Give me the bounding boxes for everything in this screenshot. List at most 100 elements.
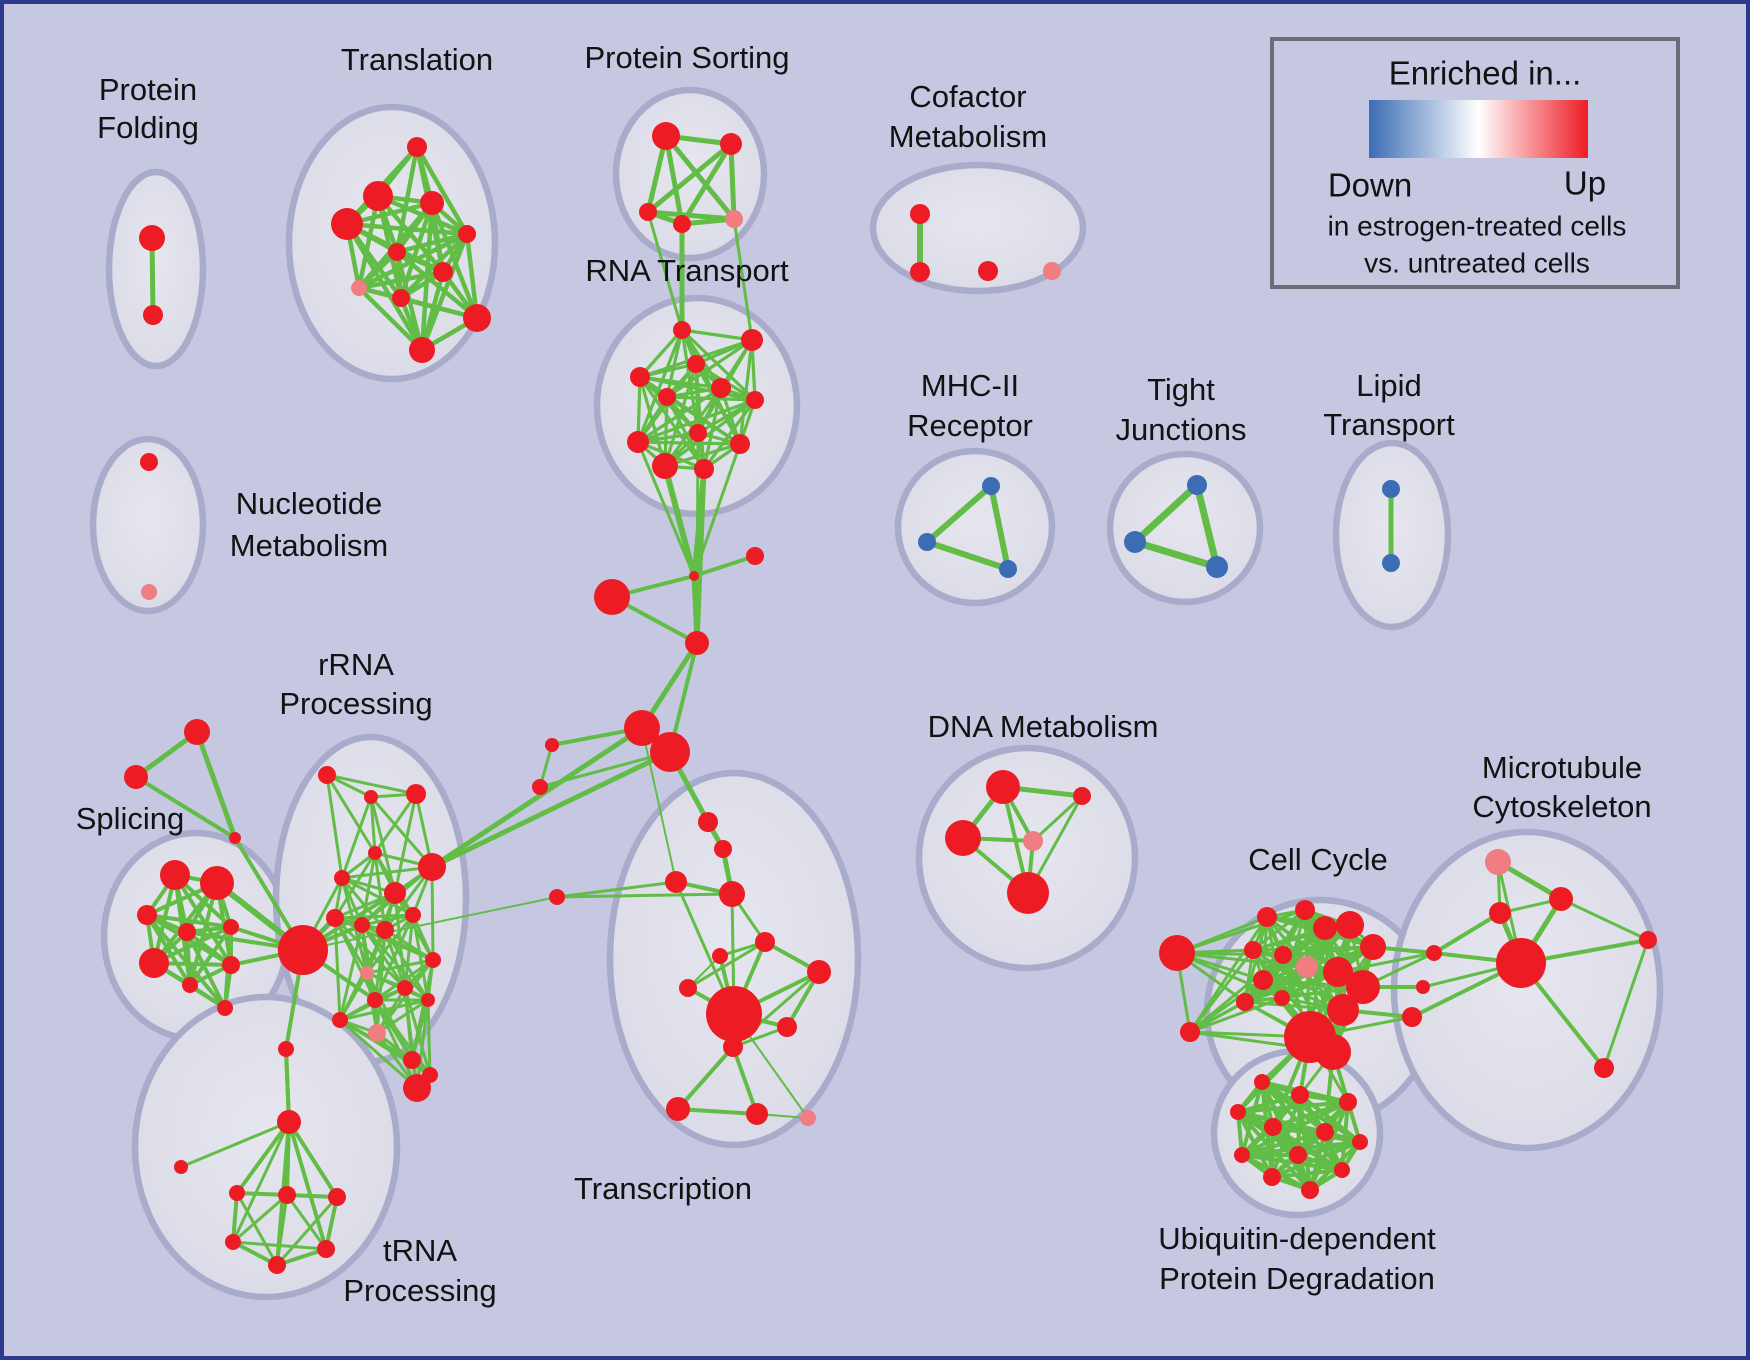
network-node-cell-cycle-15[interactable] — [1180, 1022, 1200, 1042]
network-node-rrna-processing-8[interactable] — [354, 917, 370, 933]
network-node-rrna-processing-17[interactable] — [368, 1024, 386, 1042]
network-node-splicing-6[interactable] — [182, 977, 198, 993]
network-node-splicing-8[interactable] — [217, 1000, 233, 1016]
network-node-transcription-2[interactable] — [665, 871, 687, 893]
network-node-translation-9[interactable] — [463, 304, 491, 332]
network-node-central-chain-5[interactable] — [650, 732, 690, 772]
network-node-rna-transport-6[interactable] — [746, 391, 764, 409]
network-node-rna-transport-0[interactable] — [673, 321, 691, 339]
network-node-rrna-processing-7[interactable] — [326, 909, 344, 927]
network-node-cofactor-metabolism-2[interactable] — [978, 261, 998, 281]
network-node-transcription-11[interactable] — [723, 1037, 743, 1057]
network-node-mhc-ii-receptor-2[interactable] — [999, 560, 1017, 578]
network-node-transcription-0[interactable] — [698, 812, 718, 832]
network-node-rrna-processing-10[interactable] — [405, 907, 421, 923]
network-node-trna-processing-6[interactable] — [225, 1234, 241, 1250]
network-node-cell-cycle-13[interactable] — [1274, 990, 1290, 1006]
network-node-cofactor-metabolism-1[interactable] — [910, 262, 930, 282]
network-node-dna-metabolism-3[interactable] — [1023, 831, 1043, 851]
network-node-cell-cycle-7[interactable] — [1274, 946, 1292, 964]
network-node-microtubule-cytoskeleton-3[interactable] — [1496, 938, 1546, 988]
network-node-nucleotide-metabolism-1[interactable] — [141, 584, 157, 600]
network-node-cofactor-metabolism-3[interactable] — [1043, 262, 1061, 280]
network-node-ubiquitin-degradation-10[interactable] — [1263, 1168, 1281, 1186]
network-node-ubiquitin-degradation-1[interactable] — [1291, 1086, 1309, 1104]
network-node-trna-processing-3[interactable] — [229, 1185, 245, 1201]
network-node-splicing-5[interactable] — [139, 948, 169, 978]
network-node-transcription-7[interactable] — [807, 960, 831, 984]
network-node-transcription-1[interactable] — [714, 840, 732, 858]
network-node-cell-cycle-9[interactable] — [1253, 970, 1273, 990]
network-node-microtubule-cytoskeleton-8[interactable] — [1594, 1058, 1614, 1078]
network-node-protein-sorting-2[interactable] — [639, 203, 657, 221]
network-node-translation-4[interactable] — [458, 225, 476, 243]
network-node-trna-processing-1[interactable] — [277, 1110, 301, 1134]
network-node-dna-metabolism-0[interactable] — [986, 770, 1020, 804]
network-node-rrna-processing-3[interactable] — [368, 846, 382, 860]
network-node-trna-processing-7[interactable] — [268, 1256, 286, 1274]
network-node-rrna-processing-1[interactable] — [364, 790, 378, 804]
network-node-lipid-transport-1[interactable] — [1382, 554, 1400, 572]
network-node-rna-transport-8[interactable] — [627, 431, 649, 453]
network-node-ubiquitin-degradation-7[interactable] — [1234, 1147, 1250, 1163]
network-node-cell-cycle-10[interactable] — [1323, 957, 1353, 987]
network-node-rrna-processing-20[interactable] — [403, 1074, 431, 1102]
network-node-splicing-satellite-3[interactable] — [278, 925, 328, 975]
network-node-splicing-1[interactable] — [200, 866, 234, 900]
network-node-cell-cycle-11[interactable] — [1346, 970, 1380, 1004]
network-node-translation-7[interactable] — [351, 280, 367, 296]
network-node-cell-cycle-4[interactable] — [1336, 911, 1364, 939]
network-node-rrna-processing-18[interactable] — [403, 1051, 421, 1069]
network-node-transcription-14[interactable] — [800, 1110, 816, 1126]
network-node-rrna-processing-2[interactable] — [406, 784, 426, 804]
network-node-rrna-processing-15[interactable] — [421, 993, 435, 1007]
network-node-ubiquitin-degradation-9[interactable] — [1334, 1162, 1350, 1178]
network-node-translation-3[interactable] — [331, 208, 363, 240]
network-node-transcription-4[interactable] — [549, 889, 565, 905]
network-node-translation-6[interactable] — [433, 262, 453, 282]
network-node-nucleotide-metabolism-0[interactable] — [140, 453, 158, 471]
network-node-cell-cycle-17[interactable] — [1315, 1034, 1351, 1070]
network-node-tight-junctions-2[interactable] — [1206, 556, 1228, 578]
network-node-rna-transport-9[interactable] — [730, 434, 750, 454]
network-node-rna-transport-7[interactable] — [689, 424, 707, 442]
network-node-ubiquitin-degradation-8[interactable] — [1289, 1146, 1307, 1164]
network-node-tight-junctions-0[interactable] — [1187, 475, 1207, 495]
network-node-ubiquitin-degradation-4[interactable] — [1264, 1118, 1282, 1136]
network-node-rrna-processing-0[interactable] — [318, 766, 336, 784]
network-node-central-chain-0[interactable] — [594, 579, 630, 615]
network-node-protein-sorting-4[interactable] — [725, 210, 743, 228]
network-node-ubiquitin-degradation-6[interactable] — [1352, 1134, 1368, 1150]
network-node-cell-cycle-3[interactable] — [1313, 916, 1337, 940]
network-node-protein-sorting-0[interactable] — [652, 122, 680, 150]
network-node-rna-transport-1[interactable] — [741, 329, 763, 351]
network-node-rna-transport-3[interactable] — [630, 367, 650, 387]
network-node-splicing-4[interactable] — [223, 919, 239, 935]
network-node-ubiquitin-degradation-5[interactable] — [1316, 1123, 1334, 1141]
network-node-ubiquitin-degradation-0[interactable] — [1254, 1074, 1270, 1090]
network-node-dna-metabolism-2[interactable] — [1073, 787, 1091, 805]
network-node-protein-folding-1[interactable] — [143, 305, 163, 325]
network-node-transcription-5[interactable] — [755, 932, 775, 952]
network-node-trna-processing-8[interactable] — [317, 1240, 335, 1258]
network-node-protein-folding-0[interactable] — [139, 225, 165, 251]
network-node-translation-0[interactable] — [407, 137, 427, 157]
network-node-rrna-processing-4[interactable] — [334, 870, 350, 886]
network-node-rrna-processing-9[interactable] — [376, 921, 394, 939]
network-node-trna-processing-2[interactable] — [174, 1160, 188, 1174]
network-node-central-chain-1[interactable] — [689, 571, 699, 581]
network-node-translation-1[interactable] — [363, 181, 393, 211]
network-node-microtubule-cytoskeleton-4[interactable] — [1426, 945, 1442, 961]
network-node-dna-metabolism-1[interactable] — [945, 820, 981, 856]
network-node-rrna-processing-12[interactable] — [397, 980, 413, 996]
network-node-rrna-processing-13[interactable] — [425, 952, 441, 968]
network-node-transcription-8[interactable] — [679, 979, 697, 997]
network-node-rrna-processing-14[interactable] — [367, 992, 383, 1008]
network-node-mhc-ii-receptor-1[interactable] — [918, 533, 936, 551]
network-node-transcription-12[interactable] — [666, 1097, 690, 1121]
network-node-splicing-3[interactable] — [178, 923, 196, 941]
network-node-transcription-3[interactable] — [719, 881, 745, 907]
network-node-splicing-2[interactable] — [137, 905, 157, 925]
network-node-rna-transport-11[interactable] — [694, 459, 714, 479]
network-node-cell-cycle-1[interactable] — [1257, 907, 1277, 927]
